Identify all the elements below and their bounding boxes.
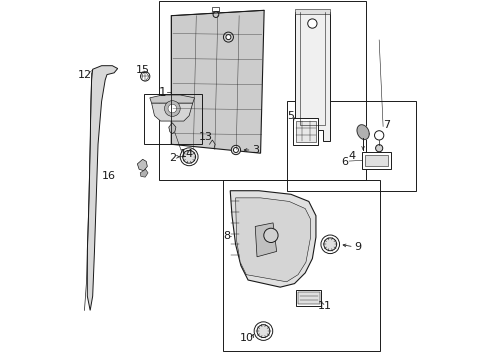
Text: 12: 12 (77, 69, 91, 80)
Circle shape (374, 131, 383, 140)
Circle shape (225, 35, 230, 40)
Text: 8: 8 (223, 231, 230, 242)
Text: 6: 6 (340, 157, 347, 167)
Polygon shape (140, 169, 148, 177)
Bar (223, 180, 380, 351)
Bar (298, 292, 319, 304)
Polygon shape (87, 66, 118, 310)
Text: 1: 1 (158, 86, 166, 99)
Bar (364, 155, 387, 166)
Polygon shape (151, 103, 192, 121)
Polygon shape (149, 95, 194, 103)
Text: 4: 4 (347, 151, 354, 161)
Circle shape (375, 145, 382, 152)
Polygon shape (294, 12, 329, 141)
Polygon shape (235, 198, 310, 282)
Text: 14: 14 (179, 149, 193, 159)
Text: 3: 3 (252, 145, 259, 156)
Circle shape (323, 238, 336, 251)
Bar (212, 7, 219, 12)
Bar (159, 1, 365, 180)
Text: 15: 15 (135, 65, 149, 75)
Text: 5: 5 (286, 111, 293, 121)
Circle shape (183, 150, 195, 163)
Bar (295, 121, 315, 142)
Circle shape (213, 12, 218, 18)
Circle shape (263, 228, 278, 243)
Polygon shape (137, 159, 147, 171)
Bar (294, 9, 329, 14)
Circle shape (254, 322, 272, 341)
Circle shape (307, 19, 316, 28)
Bar (296, 290, 321, 306)
Text: 2: 2 (168, 153, 176, 163)
Text: 13: 13 (199, 132, 212, 142)
Text: 10: 10 (239, 333, 253, 343)
Polygon shape (356, 125, 368, 139)
Circle shape (223, 32, 233, 42)
Text: 11: 11 (317, 301, 331, 311)
Bar (287, 102, 415, 191)
Circle shape (168, 104, 176, 113)
Circle shape (231, 145, 240, 155)
Polygon shape (255, 223, 276, 257)
Bar (362, 152, 390, 168)
Text: 7: 7 (382, 120, 389, 130)
Circle shape (180, 148, 198, 166)
Polygon shape (168, 123, 176, 134)
Bar (293, 118, 318, 145)
Polygon shape (230, 191, 315, 287)
Circle shape (233, 148, 238, 153)
Text: 16: 16 (102, 171, 116, 181)
Circle shape (257, 325, 269, 338)
Text: 9: 9 (354, 242, 361, 252)
Polygon shape (171, 10, 264, 153)
Bar (144, 94, 201, 144)
Circle shape (320, 235, 339, 253)
Circle shape (164, 101, 180, 116)
Circle shape (140, 72, 149, 81)
